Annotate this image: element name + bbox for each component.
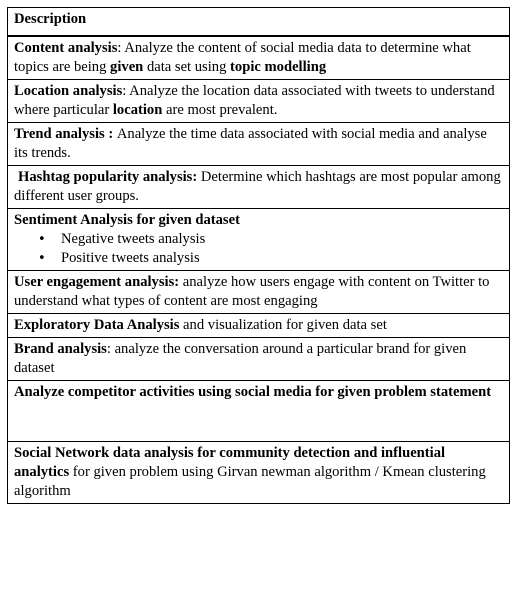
table-header-row: Description: [8, 8, 510, 37]
table-row: Trend analysis : Analyze the time data a…: [8, 123, 510, 166]
header-label: Description: [14, 11, 86, 27]
table-row: Location analysis: Analyze the location …: [8, 80, 510, 123]
table-row: Brand analysis: analyze the conversation…: [8, 338, 510, 381]
row-exploratory-data-analysis: Exploratory Data Analysis and visualizat…: [8, 314, 510, 338]
row-social-network-analysis: Social Network data analysis for communi…: [8, 442, 510, 504]
row-content-analysis: Content analysis: Analyze the content of…: [8, 36, 510, 80]
sentiment-bullet-list: Negative tweets analysis Positive tweets…: [14, 230, 503, 268]
table-row: Analyze competitor activities using soci…: [8, 381, 510, 442]
row-brand-analysis: Brand analysis: analyze the conversation…: [8, 338, 510, 381]
row-sentiment-analysis: Sentiment Analysis for given dataset Neg…: [8, 209, 510, 271]
list-item: Negative tweets analysis: [38, 230, 503, 249]
description-table: Description Content analysis: Analyze th…: [7, 7, 510, 504]
table-row: User engagement analysis: analyze how us…: [8, 271, 510, 314]
row-competitor-activities: Analyze competitor activities using soci…: [8, 381, 510, 442]
row-trend-analysis: Trend analysis : Analyze the time data a…: [8, 123, 510, 166]
row-user-engagement: User engagement analysis: analyze how us…: [8, 271, 510, 314]
row-hashtag-popularity: Hashtag popularity analysis: Determine w…: [8, 166, 510, 209]
row-location-analysis: Location analysis: Analyze the location …: [8, 80, 510, 123]
table-row: Exploratory Data Analysis and visualizat…: [8, 314, 510, 338]
table-row: Content analysis: Analyze the content of…: [8, 36, 510, 80]
list-item: Positive tweets analysis: [38, 249, 503, 268]
table-row: Social Network data analysis for communi…: [8, 442, 510, 504]
table-row: Sentiment Analysis for given dataset Neg…: [8, 209, 510, 271]
table-row: Hashtag popularity analysis: Determine w…: [8, 166, 510, 209]
header-cell: Description: [8, 8, 510, 37]
